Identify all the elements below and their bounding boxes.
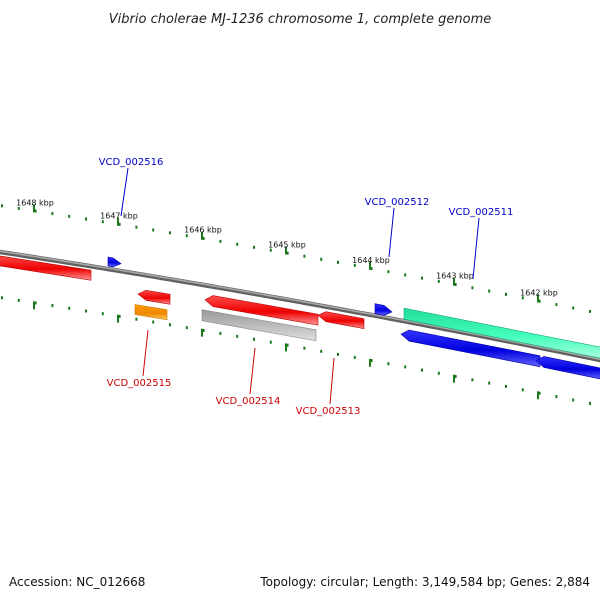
gene-label-leader (249, 347, 256, 395)
tick-label: 1643 kbp (436, 272, 474, 281)
tick-label: 1648 kbp (16, 198, 54, 207)
gene-vcd-002513[interactable] (317, 311, 365, 330)
backbone-shadow (0, 249, 600, 363)
gene-vcd-002512[interactable] (374, 303, 393, 316)
gene-label-leader (472, 217, 480, 280)
genes-layer (0, 255, 600, 380)
accession-text: Accession: NC_012668 (9, 575, 145, 589)
gene-vcd-002514-red[interactable] (204, 295, 319, 326)
tick-label: 1642 kbp (520, 288, 558, 297)
gene-vcd-002516[interactable] (107, 256, 122, 268)
gene-blue-lower-b[interactable] (535, 356, 600, 380)
tick-label: 1647 kbp (100, 212, 138, 221)
map-title: Vibrio cholerae MJ-1236 chromosome 1, co… (109, 12, 491, 27)
gene-label[interactable]: VCD_002513 (296, 406, 361, 417)
gene-labels-layer: VCD_002516 VCD_002512 VCD_002511 VCD_002515… (99, 157, 514, 417)
gene-label-leader (329, 357, 335, 405)
gene-vcd-002514[interactable] (201, 309, 317, 342)
scale-ticks: 1648 kbp 1647 kbp 1646 kbp 1645 kbp 1644 kbp… (1, 198, 591, 405)
tick-label: 1645 kbp (268, 240, 306, 249)
gene-label[interactable]: VCD_002514 (216, 396, 281, 407)
backbone-layer (0, 249, 600, 363)
gene-reverse-red-left[interactable] (0, 255, 92, 281)
gene-vcd-002515-red[interactable] (137, 289, 171, 305)
gene-label-leader (120, 167, 129, 217)
gene-label[interactable]: VCD_002515 (107, 378, 172, 389)
backbone-line (0, 250, 600, 361)
gene-label[interactable]: VCD_002516 (99, 157, 164, 168)
gene-label-leader (388, 207, 395, 258)
tick-label: 1644 kbp (352, 256, 390, 265)
gene-vcd-002511[interactable] (403, 307, 600, 359)
gene-label[interactable]: VCD_002512 (365, 197, 430, 208)
gene-label[interactable]: VCD_002511 (449, 207, 514, 218)
gene-vcd-002515[interactable] (134, 304, 168, 321)
genome-summary-text: Topology: circular; Length: 3,149,584 bp… (259, 575, 590, 589)
tick-label: 1646 kbp (184, 226, 222, 235)
gene-label-leader (142, 329, 149, 377)
